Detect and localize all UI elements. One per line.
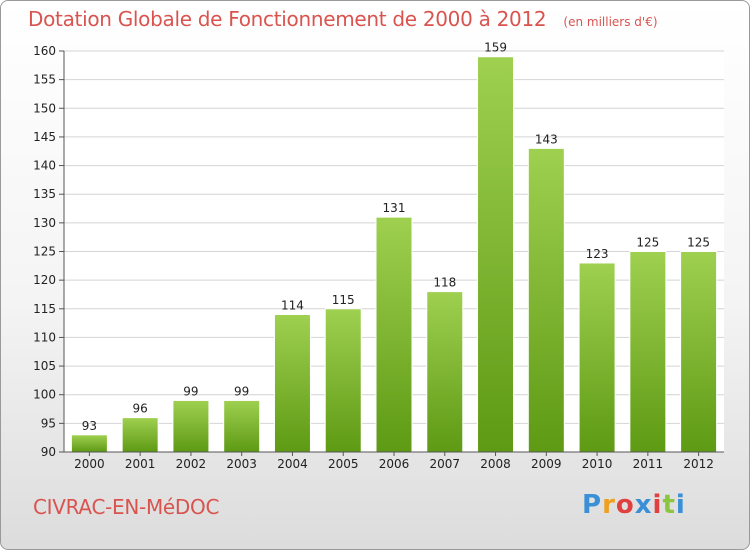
x-tick-label: 2012: [683, 457, 714, 471]
x-tick-label: 2010: [582, 457, 613, 471]
bar: [426, 291, 464, 453]
x-tick-label: 2005: [328, 457, 359, 471]
data-label: 99: [183, 384, 198, 398]
y-axis: 90 95 100 105 110 115 120 125 130 135 140 145 150 155…: [33, 44, 65, 459]
y-tick-label: 145: [33, 130, 56, 144]
chart-subtitle: (en milliers d'€): [563, 15, 658, 29]
bar: [375, 216, 413, 453]
y-tick-label: 150: [33, 101, 56, 115]
bar: [172, 399, 210, 453]
data-label: 99: [234, 384, 249, 398]
y-tick-label: 90: [41, 445, 56, 459]
logo-letter: o: [615, 490, 635, 520]
logo-letter: i: [675, 490, 686, 520]
data-label: 125: [636, 236, 659, 250]
y-tick-label: 120: [33, 273, 56, 287]
logo-letter: i: [652, 490, 663, 520]
data-label: 123: [586, 247, 609, 261]
y-tick-label: 100: [33, 388, 56, 402]
proxiti-logo: Proxiti: [582, 490, 686, 520]
bar: [273, 314, 311, 453]
y-tick-label: 130: [33, 216, 56, 230]
chart-title: Dotation Globale de Fonctionnement de 20…: [28, 7, 547, 31]
data-label: 125: [687, 236, 710, 250]
logo-letter: P: [582, 490, 603, 520]
bar: [629, 251, 667, 453]
bar: [324, 308, 362, 453]
x-tick-label: 2006: [379, 457, 410, 471]
commune-name: CIVRAC-EN-MéDOC: [33, 495, 220, 519]
logo-letter: r: [602, 490, 616, 520]
x-tick-label: 2009: [531, 457, 562, 471]
data-label: 96: [133, 402, 148, 416]
y-tick-label: 110: [33, 330, 56, 344]
bar: [578, 262, 616, 453]
data-label: 93: [82, 419, 97, 433]
bar: [70, 434, 108, 453]
x-tick-label: 2008: [480, 457, 511, 471]
x-axis: 2000 2001 2002 2003 2004 2005 2006 2007 2008 2009…: [64, 451, 724, 471]
data-label: 159: [484, 41, 507, 55]
y-tick-label: 155: [33, 73, 56, 87]
y-tick-label: 95: [41, 416, 56, 430]
data-label: 131: [383, 201, 406, 215]
x-tick-label: 2004: [277, 457, 308, 471]
data-label: 114: [281, 299, 304, 313]
y-tick-label: 140: [33, 159, 56, 173]
x-tick-label: 2003: [226, 457, 257, 471]
y-tick-label: 135: [33, 187, 56, 201]
y-tick-label: 115: [33, 302, 56, 316]
bar: [680, 251, 718, 453]
data-label: 115: [332, 293, 355, 307]
title-row: Dotation Globale de Fonctionnement de 20…: [28, 7, 658, 31]
x-tick-label: 2002: [176, 457, 207, 471]
logo-letter: t: [662, 490, 676, 520]
y-tick-label: 125: [33, 245, 56, 259]
y-tick-label: 105: [33, 359, 56, 373]
x-tick-label: 2001: [125, 457, 156, 471]
bar: [121, 417, 159, 453]
x-tick-label: 2007: [429, 457, 460, 471]
data-labels: 93 96 99 99 114 115 131 118 159 143 123 125 125: [82, 41, 710, 433]
bar: [477, 56, 515, 453]
x-tick-label: 2000: [74, 457, 105, 471]
logo-letter: x: [634, 490, 653, 520]
x-tick-label: 2011: [633, 457, 664, 471]
y-tick-label: 160: [33, 44, 56, 58]
bar: [527, 147, 565, 453]
bar: [223, 399, 261, 453]
data-label: 118: [433, 276, 456, 290]
data-label: 143: [535, 132, 558, 146]
